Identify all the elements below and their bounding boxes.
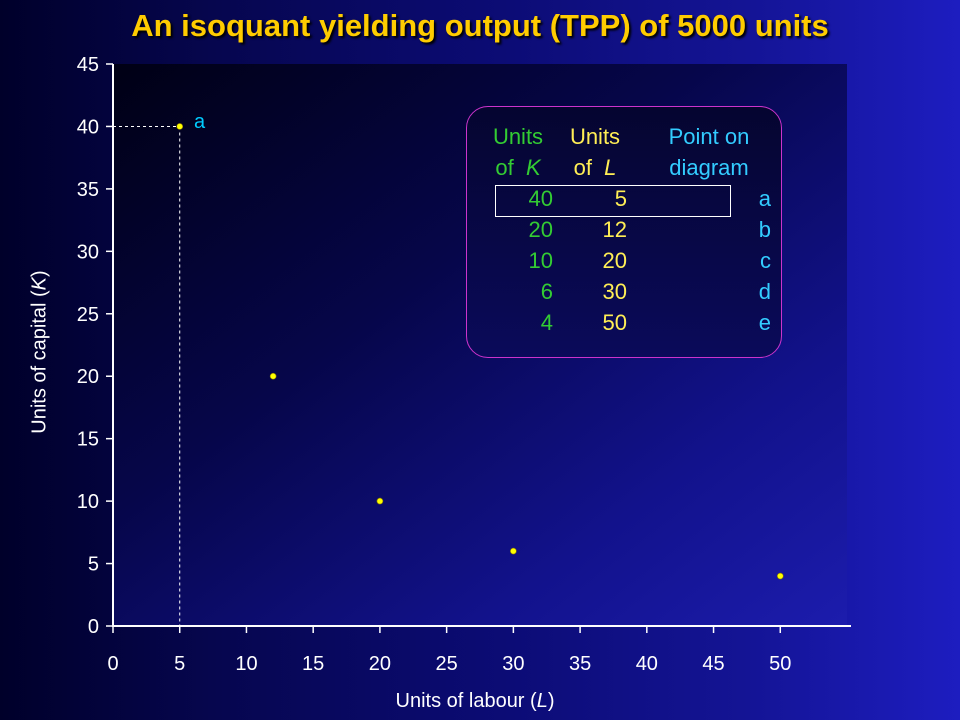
header-capital-line1: Units xyxy=(492,124,544,149)
x-tick-label: 15 xyxy=(302,653,324,675)
column-point: Point on diagram a b c d e xyxy=(647,121,771,338)
header-point-line2: diagram xyxy=(669,155,749,180)
data-point-e xyxy=(776,572,784,580)
highlighted-row-box xyxy=(495,185,731,217)
cell-k: 4 xyxy=(540,310,553,335)
x-tick-label: 25 xyxy=(436,653,458,675)
y-tick-label: 30 xyxy=(77,241,99,263)
x-tick-label: 10 xyxy=(235,653,257,675)
data-point-b xyxy=(269,372,277,380)
cell-k: 10 xyxy=(528,248,553,273)
y-tick-label: 20 xyxy=(77,366,99,388)
x-tick-label: 50 xyxy=(769,653,791,675)
y-axis-label: Units of capital (K) xyxy=(28,270,51,434)
cell-point: a xyxy=(758,186,771,211)
data-point-c xyxy=(376,497,384,505)
x-tick-label: 0 xyxy=(107,653,118,675)
y-tick-label: 5 xyxy=(88,554,99,576)
cell-point: b xyxy=(758,217,771,242)
data-point-d xyxy=(510,547,517,555)
cell-k: 20 xyxy=(528,217,553,242)
cell-l: 50 xyxy=(602,310,627,335)
cell-l: 12 xyxy=(602,217,627,242)
x-axis-label: Units of labour (L) xyxy=(395,690,555,712)
x-tick-label: 30 xyxy=(502,653,524,675)
y-tick-label: 45 xyxy=(77,54,99,76)
cell-l: 5 xyxy=(614,186,627,211)
x-tick-label: 40 xyxy=(636,653,658,675)
y-tick-label: 10 xyxy=(77,491,99,513)
y-tick-label: 25 xyxy=(77,304,99,326)
x-tick-label: 35 xyxy=(569,653,591,675)
cell-l: 20 xyxy=(602,248,627,273)
chart-title: An isoquant yielding output (TPP) of 500… xyxy=(131,8,829,43)
cell-point: c xyxy=(760,248,771,273)
data-point-a xyxy=(176,123,184,130)
cell-k: 6 xyxy=(540,279,553,304)
x-tick-label: 20 xyxy=(369,653,391,675)
isoquant-table: Units of K 40 20 10 6 4 Units of L 5 12 … xyxy=(466,106,782,358)
header-labour-line2: of L xyxy=(573,155,617,180)
y-tick-label: 15 xyxy=(77,429,99,451)
x-tick-label: 5 xyxy=(174,653,185,675)
header-labour-line1: Units xyxy=(569,124,621,149)
cell-point: e xyxy=(758,310,771,335)
cell-point: d xyxy=(758,279,771,304)
column-labour: Units of L 5 12 20 30 50 xyxy=(563,121,627,338)
y-tick-label: 0 xyxy=(88,616,99,638)
cell-l: 30 xyxy=(602,279,627,304)
y-tick-label: 35 xyxy=(77,179,99,201)
point-a-label: a xyxy=(194,111,206,133)
column-capital: Units of K 40 20 10 6 4 xyxy=(483,121,553,338)
x-tick-label: 45 xyxy=(702,653,724,675)
header-capital-line2: of K xyxy=(495,155,541,180)
header-point-line1: Point on xyxy=(668,124,750,149)
cell-k: 40 xyxy=(528,186,553,211)
y-tick-label: 40 xyxy=(77,116,99,138)
